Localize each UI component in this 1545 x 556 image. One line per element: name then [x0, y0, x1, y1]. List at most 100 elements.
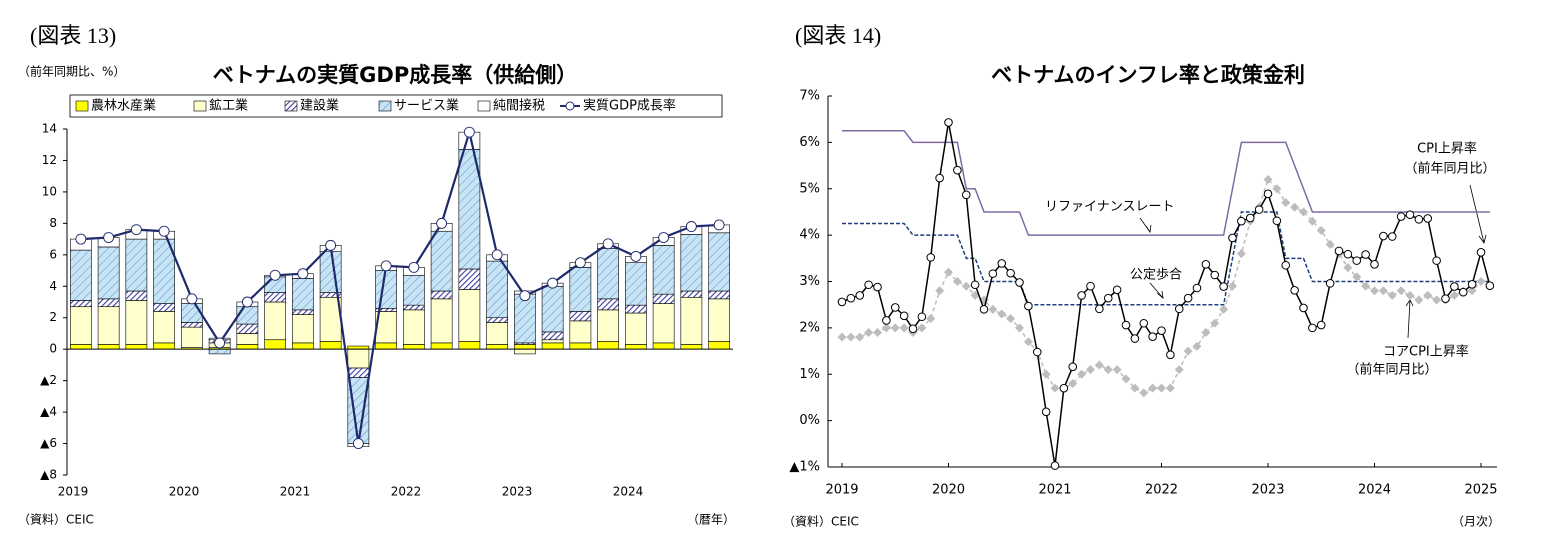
bar-segment	[541, 339, 564, 344]
line-marker	[926, 253, 936, 262]
line-marker	[1041, 369, 1051, 379]
line-marker	[1405, 290, 1415, 300]
line-marker	[1263, 174, 1273, 184]
line-marker	[1219, 282, 1228, 291]
line-marker	[935, 173, 944, 183]
line-marker	[436, 217, 448, 229]
line-marker	[1228, 233, 1237, 243]
line-marker	[1414, 215, 1424, 224]
line-marker	[1050, 461, 1060, 470]
line-marker	[1316, 225, 1326, 235]
line-marker	[602, 238, 614, 250]
bar-segment	[708, 290, 730, 300]
y-tick-label: ▲4	[40, 405, 57, 419]
x-tick-label: 2024	[613, 485, 644, 499]
legend-box	[69, 94, 723, 118]
line-marker	[1334, 246, 1344, 256]
line-marker	[463, 126, 475, 138]
bar-segment	[569, 311, 592, 322]
line-marker	[1396, 286, 1406, 296]
y-tick-label: 5%	[799, 181, 820, 196]
bar-segment	[292, 314, 314, 344]
line-marker	[952, 277, 962, 286]
line-marker	[873, 328, 882, 338]
line-marker	[1121, 320, 1131, 330]
line-marker	[1183, 293, 1193, 303]
line-marker	[1423, 214, 1433, 223]
line-series	[841, 122, 1491, 466]
line-marker	[1290, 202, 1300, 212]
bar-segment	[181, 326, 203, 348]
bar-segment	[625, 304, 647, 314]
line-marker	[908, 324, 918, 334]
line-marker	[961, 281, 971, 291]
line-marker	[864, 280, 873, 290]
line-marker	[1325, 239, 1335, 249]
line-marker	[1041, 407, 1051, 417]
y-tick-label: ▲2	[40, 373, 57, 387]
x-tick-label: 2022	[1145, 483, 1178, 498]
line-marker	[1024, 301, 1033, 311]
line-marker	[1316, 320, 1326, 330]
bar-segment	[208, 348, 231, 355]
bar-segment	[625, 312, 647, 345]
line-marker	[1086, 281, 1095, 291]
bar-segment	[569, 342, 592, 350]
line-marker	[1476, 277, 1486, 286]
series-label: 公定歩合	[1130, 268, 1182, 283]
line-marker	[970, 280, 980, 290]
line-marker	[1050, 383, 1060, 393]
bar-segment	[708, 232, 730, 292]
legend-swatch	[193, 100, 207, 112]
line-marker	[1015, 323, 1024, 333]
legend-swatch	[477, 100, 491, 112]
line-marker	[519, 290, 531, 302]
bars	[70, 131, 730, 447]
y-tick-label: 10	[42, 184, 57, 198]
line-marker	[1308, 323, 1317, 333]
bar-segment	[375, 270, 397, 309]
line-marker	[1387, 232, 1397, 241]
line-marker	[1263, 189, 1273, 199]
legend-swatch	[75, 100, 89, 112]
bar-segment	[264, 301, 286, 341]
line-marker	[325, 239, 337, 251]
line-marker	[1467, 279, 1477, 289]
x-tick-label: 2025	[1464, 483, 1497, 498]
bar-segment	[708, 341, 730, 350]
line-marker	[352, 438, 364, 449]
bar-segment	[236, 323, 259, 334]
line-marker	[1352, 256, 1362, 265]
series-label: CPI上昇率	[1417, 141, 1477, 157]
bar-segment	[458, 341, 481, 350]
line-marker	[241, 296, 253, 308]
bar-segment	[430, 230, 453, 292]
x-tick-label: 2019	[58, 485, 89, 499]
bar-segment	[403, 344, 425, 350]
line-marker	[1086, 365, 1095, 375]
bar-segment	[597, 309, 619, 342]
figure-label: (図表 14)	[795, 23, 881, 48]
bar-segment	[264, 339, 286, 350]
bar-segment	[458, 289, 481, 342]
bar-segment	[514, 293, 536, 344]
bar-segment	[625, 344, 647, 350]
y-tick-label: 0%	[799, 413, 820, 428]
line-marker	[1103, 293, 1113, 303]
bar-segment	[652, 303, 675, 344]
line-marker	[1450, 282, 1459, 291]
line-marker	[1139, 318, 1149, 328]
y-tick-label: 14	[42, 122, 57, 136]
line-marker	[855, 332, 865, 342]
legend-label: サービス業	[394, 98, 459, 114]
line-marker	[1148, 332, 1157, 341]
line-marker	[574, 257, 586, 269]
line-marker	[1068, 362, 1078, 372]
line-marker	[130, 224, 142, 236]
bar-segment	[125, 238, 148, 292]
line-marker	[1281, 198, 1291, 208]
x-tick-label: 2024	[1358, 483, 1391, 498]
bar-segment	[70, 300, 92, 308]
bar-segment	[430, 290, 453, 300]
